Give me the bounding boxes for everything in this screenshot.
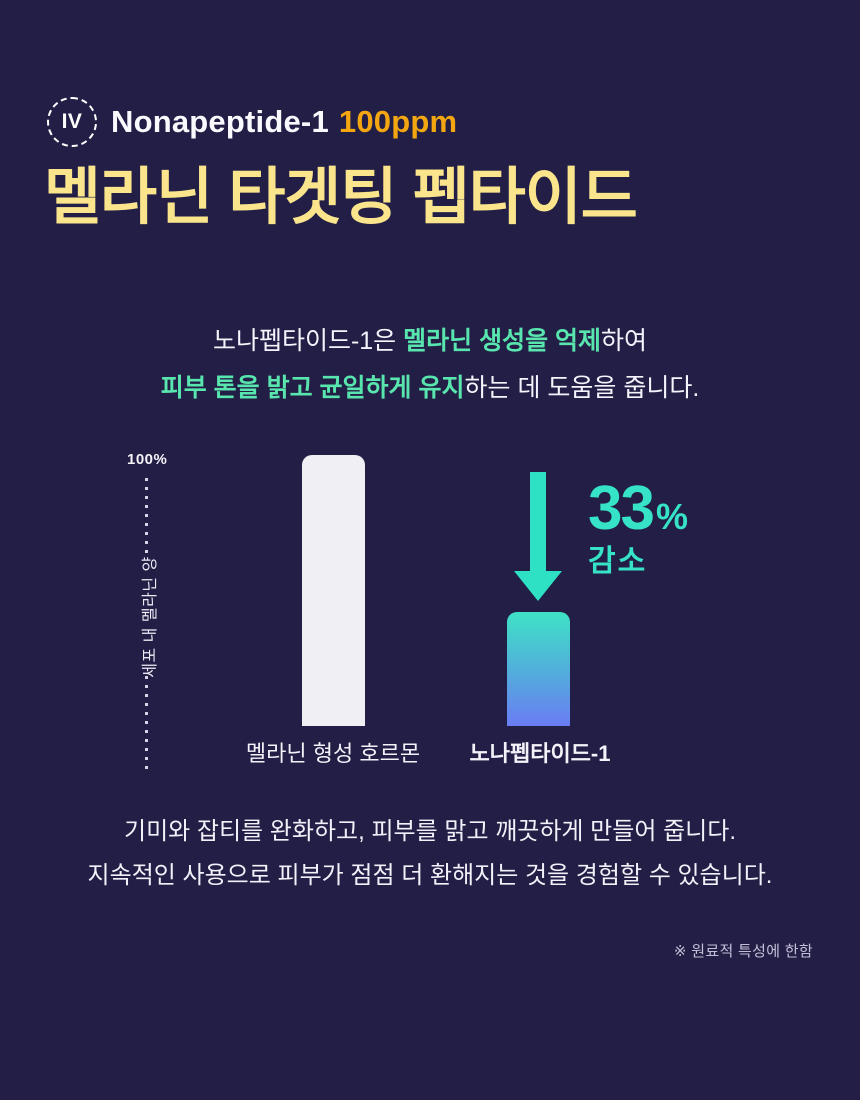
down-arrow-icon [514, 472, 562, 601]
intro-line1-highlight: 멜라닌 생성을 억제 [403, 327, 602, 355]
reduction-value: 33 [588, 474, 655, 543]
benefit-line-2: 지속적인 사용으로 피부가 점점 더 환해지는 것을 경험할 수 있습니다. [87, 862, 773, 889]
page-title: 멜라닌 타겟팅 펩타이드 [44, 163, 638, 232]
intro-line2-highlight: 피부 톤을 밝고 균일하게 유지 [160, 374, 465, 402]
intro-line2-suffix: 하는 데 도움을 줍니다. [464, 374, 700, 402]
category-label-control: 멜라닌 형성 호르몬 [245, 741, 421, 766]
ingredient-concentration: 100ppm [338, 104, 458, 139]
intro-line1-prefix: 노나펩타이드-1은 [212, 327, 404, 355]
intro-paragraph: 노나펩타이드-1은 멜라닌 생성을 억제하여 피부 톤을 밝고 균일하게 유지하… [0, 318, 860, 412]
intro-line-1: 노나펩타이드-1은 멜라닌 생성을 억제하여 [0, 318, 860, 365]
reduction-label: 감소 [588, 545, 648, 578]
y-axis-dotted-line-top [145, 478, 148, 558]
intro-line-2: 피부 톤을 밝고 균일하게 유지하는 데 도움을 줍니다. [0, 365, 860, 412]
bar-nonapeptide-1 [507, 612, 570, 726]
benefit-paragraph: 기미와 잡티를 완화하고, 피부를 맑고 깨끗하게 만들어 줍니다. 지속적인 … [0, 810, 860, 898]
intro-line1-suffix: 하여 [601, 327, 648, 355]
y-axis-dotted-line-bottom [145, 676, 148, 773]
disclaimer-footnote: ※ 원료적 특성에 한함 [673, 943, 813, 960]
ingredient-header: IV Nonapeptide-1 100ppm [47, 97, 457, 147]
ingredient-name: Nonapeptide-1 [111, 104, 329, 139]
category-label-nonapeptide: 노나펩타이드-1 [469, 741, 611, 766]
bar-control-melanin-hormone [302, 455, 365, 726]
reduction-unit: % [655, 496, 688, 537]
benefit-line-1: 기미와 잡티를 완화하고, 피부를 맑고 깨끗하게 만들어 줍니다. [123, 818, 736, 845]
y-axis-title: 세포 내 멜라닌 양 [142, 556, 159, 678]
roman-numeral-badge: IV [47, 97, 97, 147]
reduction-annotation: 33% 감소 [588, 478, 688, 577]
y-axis-top-label: 100% [127, 451, 168, 468]
badge-label: IV [61, 110, 83, 133]
